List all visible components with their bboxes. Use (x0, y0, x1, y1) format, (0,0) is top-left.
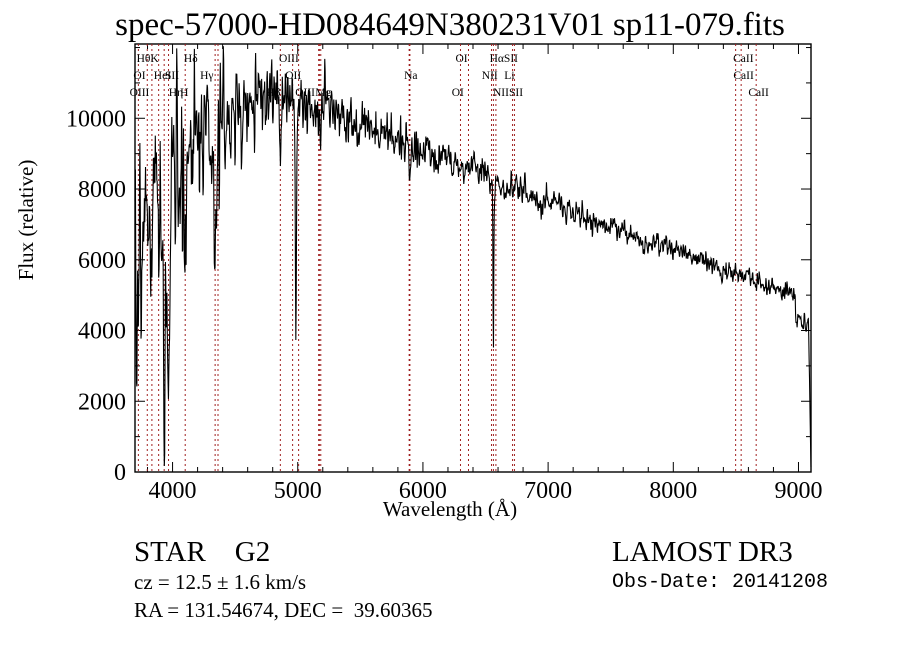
svg-text:OII: OII (285, 70, 301, 82)
svg-text:Na: Na (404, 70, 417, 82)
svg-text:OIII: OIII (279, 53, 299, 65)
svg-text:NIISII: NIISII (493, 87, 523, 99)
svg-text:10000: 10000 (66, 106, 126, 132)
svg-text:OI: OI (456, 53, 468, 65)
svg-text:H: H (180, 87, 188, 99)
svg-text:Hγ: Hγ (200, 70, 213, 82)
svg-text:2000: 2000 (78, 389, 126, 415)
svg-text:Li: Li (504, 70, 514, 82)
svg-text:4000: 4000 (78, 319, 126, 345)
svg-text:CaII: CaII (733, 70, 754, 82)
svg-text:8000: 8000 (78, 177, 126, 203)
svg-text:HθK: HθK (137, 53, 160, 65)
svg-text:HαSII: HαSII (490, 53, 519, 65)
svg-text:OIII: OIII (295, 87, 315, 99)
svg-text:6000: 6000 (78, 248, 126, 274)
svg-text:CaII: CaII (748, 87, 769, 99)
svg-text:NII: NII (482, 70, 498, 82)
svg-text:SII: SII (165, 70, 179, 82)
svg-text:OI: OI (452, 87, 464, 99)
svg-text:Hδ: Hδ (184, 53, 198, 65)
svg-text:OI: OI (133, 70, 145, 82)
svg-text:OIII: OIII (130, 87, 150, 99)
svg-text:Mg: Mg (315, 87, 331, 99)
svg-text:Hβ: Hβ (266, 87, 280, 99)
svg-text:CaII: CaII (733, 53, 754, 65)
svg-text:0: 0 (114, 460, 126, 486)
